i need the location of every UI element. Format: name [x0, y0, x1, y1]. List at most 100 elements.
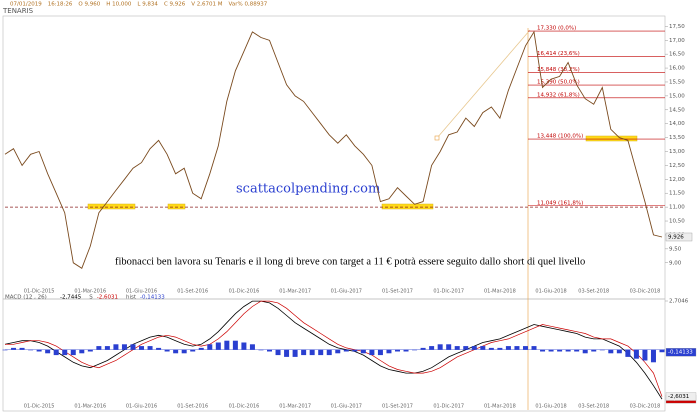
panel-title: MACD (12 , 26) — [5, 295, 47, 301]
hist-bar — [591, 349, 597, 352]
hist-bar — [599, 349, 605, 351]
price-line — [4, 30, 663, 269]
hist-bar — [522, 346, 528, 350]
last-value-label: 9,926 — [668, 234, 684, 240]
hist-bar — [147, 346, 153, 350]
x-tick-label: 03-Set-2018 — [578, 289, 609, 295]
highlight-box — [381, 203, 434, 210]
hist-bar — [164, 349, 170, 352]
x-tick-label: 01-Dic-2015 — [24, 289, 55, 295]
last-value-label: -2,6031 — [668, 394, 689, 400]
hist-bar — [267, 349, 273, 352]
hist-bar — [352, 349, 358, 352]
macd-panel — [2, 298, 666, 412]
hist-bar — [659, 349, 665, 353]
hist-bar — [480, 346, 486, 350]
hist-bar — [386, 349, 392, 354]
x-tick-label: 01-Mar-2017 — [279, 404, 311, 410]
hist-bar — [505, 346, 511, 350]
header-item: L 9,834 — [137, 2, 158, 8]
x-tick-label: 01-Set-2016 — [177, 404, 208, 410]
hist-bar — [224, 340, 230, 350]
fib-trend-line — [436, 29, 531, 139]
y-tick-label: 13,50 — [669, 135, 685, 141]
hist-bar — [232, 340, 238, 350]
hist-bar — [454, 346, 460, 350]
hist-bar — [360, 349, 366, 354]
last-value-box — [665, 392, 697, 401]
hist-bar — [130, 344, 136, 350]
hist-bar — [70, 349, 76, 356]
fib-label: 14,932 (61,8%) — [537, 92, 580, 98]
hist-bar — [565, 349, 571, 352]
y-tick-label: 13,00 — [669, 149, 685, 155]
y-tick-label: 16,00 — [669, 66, 685, 72]
x-tick-label: 01-Mar-2016 — [74, 289, 106, 295]
annotation: fibonacci ben lavora su Tenaris e il lon… — [115, 256, 585, 267]
highlight-box — [167, 203, 186, 210]
x-tick-label: 01-Giu-2017 — [331, 404, 362, 410]
header-item: H 10,000 — [106, 2, 132, 8]
watermark: scattacolpending.com — [236, 182, 380, 197]
hist-bar — [412, 349, 418, 351]
header-item: 07/01/2019 — [10, 2, 42, 8]
y-tick-label: 11,50 — [669, 191, 685, 197]
hist-bar — [249, 344, 255, 350]
hist-bar — [104, 346, 110, 350]
y-tick-label: 11,00 — [669, 205, 685, 211]
hist-bar — [173, 349, 179, 354]
hist-bar — [625, 349, 631, 357]
hist-bar — [79, 349, 85, 354]
legend-name: S — [89, 295, 93, 301]
fib-anchor — [434, 135, 440, 141]
highlight-box — [87, 203, 136, 210]
hist-bar — [301, 349, 307, 356]
x-tick-label: 01-Dic-2016 — [229, 289, 260, 295]
hist-bar — [497, 347, 503, 350]
hist-bar — [258, 349, 264, 351]
x-tick-label: 01-Giu-2018 — [535, 404, 566, 410]
hist-bar — [335, 349, 341, 354]
x-tick-label: 03-Dic-2018 — [630, 404, 661, 410]
x-tick-label: 01-Giu-2017 — [331, 289, 362, 295]
chart-title: TENARIS — [2, 7, 34, 15]
price-line — [4, 300, 663, 400]
y-tick-label: 16,50 — [669, 52, 685, 58]
hist-bar — [463, 346, 469, 350]
hist-bar — [207, 344, 213, 350]
hist-bar — [471, 346, 477, 350]
y-tick-label: 15,50 — [669, 79, 685, 85]
hist-bar — [420, 347, 426, 350]
hist-bar — [2, 349, 8, 351]
hist-bar — [548, 349, 554, 352]
header-item: O 9,960 — [78, 2, 100, 8]
hist-bar — [181, 349, 187, 354]
price-line — [5, 300, 663, 397]
hist-bar — [292, 349, 298, 357]
hist-bar — [377, 349, 383, 356]
x-tick-label: 01-Set-2017 — [382, 404, 413, 410]
hist-bar — [87, 349, 93, 352]
x-tick-label: 03-Set-2018 — [578, 404, 609, 410]
hist-bar — [275, 349, 281, 356]
x-tick-label: 01-Set-2016 — [177, 289, 208, 295]
x-tick-label: 01-Giu-2018 — [535, 289, 566, 295]
fib-label: 15,848 (38,2%) — [537, 67, 580, 73]
hist-bar — [557, 349, 563, 352]
hist-bar — [53, 349, 59, 356]
hist-bar — [156, 347, 162, 350]
last-value-box — [665, 232, 693, 242]
hist-bar — [309, 349, 315, 356]
hist-bar — [241, 342, 247, 350]
fib-label: 17,330 (0,0%) — [537, 26, 576, 32]
x-tick-label: 01-Dic-2015 — [24, 404, 55, 410]
x-tick-label: 01-Mar-2016 — [74, 404, 106, 410]
hist-bar — [446, 344, 452, 350]
hist-bar — [215, 342, 221, 350]
hist-bar — [28, 349, 34, 351]
fib-label: 11,049 (161,8%) — [537, 200, 583, 206]
y-tick-label: 9,50 — [669, 246, 682, 252]
x-tick-label: 01-Mar-2017 — [279, 289, 311, 295]
x-tick-label: 01-Set-2017 — [382, 289, 413, 295]
